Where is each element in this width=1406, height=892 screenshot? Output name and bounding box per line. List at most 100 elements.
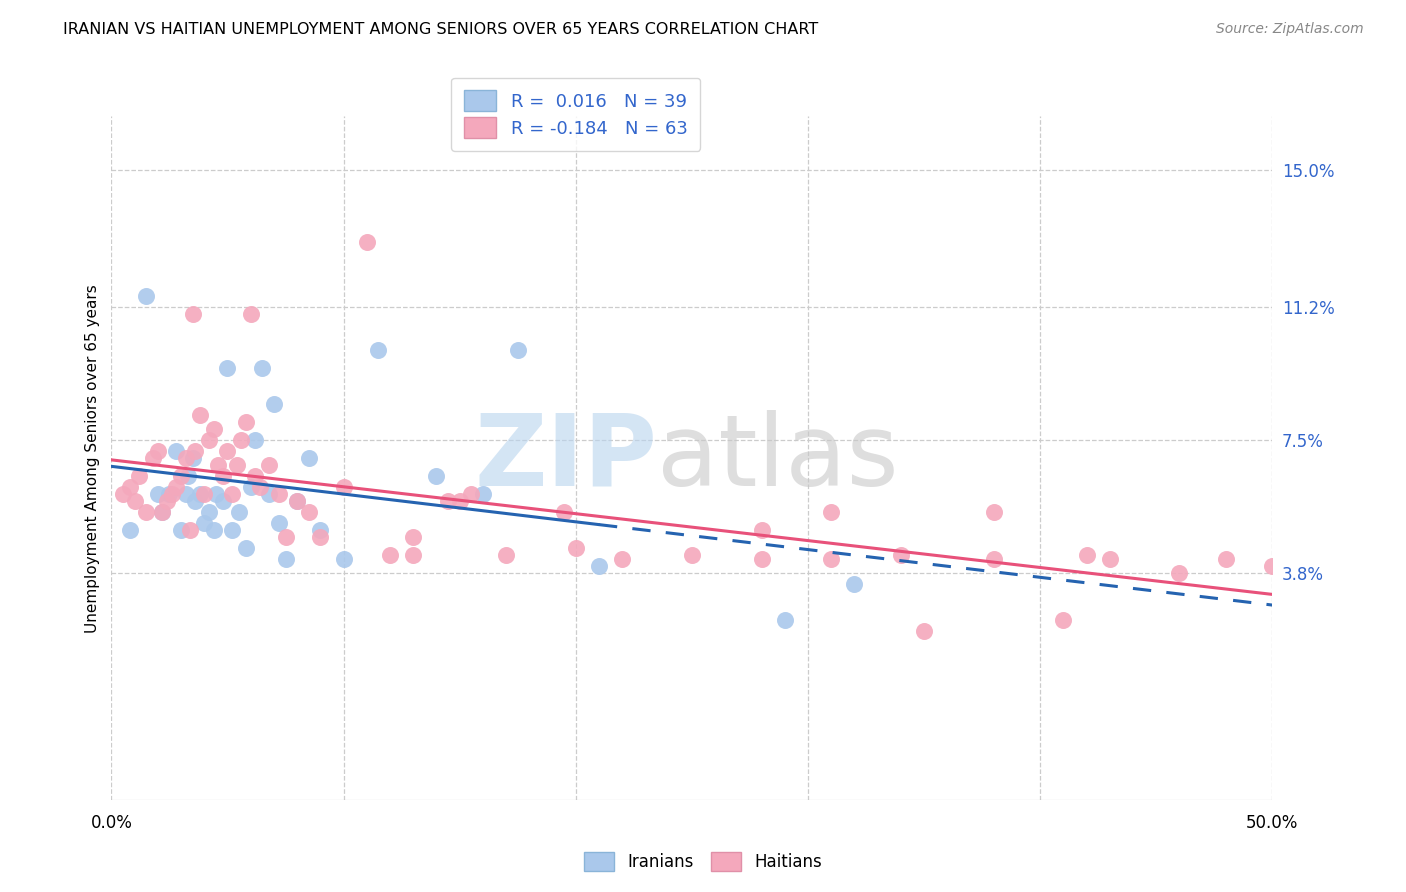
Point [177, 469, 200, 483]
Point [160, 487, 183, 501]
Point [181, 451, 204, 466]
Point [267, 487, 290, 501]
Point [274, 530, 297, 544]
Point [1215, 552, 1237, 566]
Point [309, 523, 332, 537]
Point [1076, 549, 1098, 563]
Point [128, 469, 150, 483]
Point [235, 541, 257, 556]
Text: atlas: atlas [657, 409, 898, 507]
Point [212, 469, 235, 483]
Point [165, 444, 187, 458]
Point [118, 523, 141, 537]
Point [259, 487, 281, 501]
Point [221, 523, 243, 537]
Point [983, 505, 1005, 519]
Point [239, 307, 262, 321]
Point [1261, 559, 1284, 574]
Point [1052, 613, 1074, 627]
Point [1168, 566, 1191, 581]
Point [495, 549, 517, 563]
Point [152, 505, 174, 519]
Point [751, 523, 773, 537]
Point [174, 451, 197, 466]
Point [332, 552, 354, 566]
Point [263, 397, 285, 411]
Point [437, 494, 460, 508]
Point [249, 480, 271, 494]
Point [245, 469, 267, 483]
Point [239, 480, 262, 494]
Point [471, 487, 494, 501]
Point [259, 458, 281, 473]
Point [156, 494, 179, 508]
Point [198, 434, 221, 448]
Point [184, 444, 207, 458]
Text: ZIP: ZIP [474, 409, 657, 507]
Point [449, 494, 471, 508]
Point [142, 451, 165, 466]
Point [221, 487, 243, 501]
Point [135, 289, 157, 303]
Point [188, 408, 211, 422]
Point [205, 487, 228, 501]
Point [267, 516, 290, 530]
Point [681, 549, 703, 563]
Point [820, 505, 842, 519]
Point [820, 552, 842, 566]
Point [146, 487, 169, 501]
Point [460, 487, 482, 501]
Point [170, 523, 193, 537]
Text: 50.0%: 50.0% [1246, 814, 1299, 832]
Text: 0.0%: 0.0% [90, 814, 132, 832]
Point [193, 487, 215, 501]
Point [135, 505, 157, 519]
Point [252, 361, 274, 376]
Point [1098, 552, 1121, 566]
Point [912, 624, 935, 638]
Point [751, 552, 773, 566]
Point [111, 487, 134, 501]
Point [118, 480, 141, 494]
Point [890, 549, 912, 563]
Point [298, 505, 321, 519]
Point [159, 487, 181, 501]
Point [152, 505, 174, 519]
Point [193, 516, 215, 530]
Point [181, 307, 204, 321]
Point [202, 422, 225, 436]
Point [231, 434, 253, 448]
Point [773, 613, 796, 627]
Point [184, 494, 207, 508]
Text: Source: ZipAtlas.com: Source: ZipAtlas.com [1216, 22, 1364, 37]
Legend: R =  0.016   N = 39, R = -0.184   N = 63: R = 0.016 N = 39, R = -0.184 N = 63 [451, 78, 700, 151]
Point [207, 458, 229, 473]
Point [235, 415, 257, 429]
Point [245, 434, 267, 448]
Point [553, 505, 575, 519]
Point [179, 523, 201, 537]
Legend: Iranians, Haitians: Iranians, Haitians [576, 843, 830, 880]
Point [146, 444, 169, 458]
Point [198, 505, 221, 519]
Point [844, 577, 866, 591]
Point [170, 469, 193, 483]
Point [212, 494, 235, 508]
Point [356, 235, 378, 250]
Point [425, 469, 447, 483]
Point [402, 530, 425, 544]
Point [612, 552, 634, 566]
Point [367, 343, 389, 358]
Point [217, 361, 239, 376]
Point [565, 541, 588, 556]
Point [285, 494, 308, 508]
Point [188, 487, 211, 501]
Point [332, 480, 354, 494]
Point [217, 444, 239, 458]
Point [228, 505, 250, 519]
Text: IRANIAN VS HAITIAN UNEMPLOYMENT AMONG SENIORS OVER 65 YEARS CORRELATION CHART: IRANIAN VS HAITIAN UNEMPLOYMENT AMONG SE… [63, 22, 818, 37]
Point [285, 494, 308, 508]
Point [165, 480, 187, 494]
Point [378, 549, 401, 563]
Point [202, 523, 225, 537]
